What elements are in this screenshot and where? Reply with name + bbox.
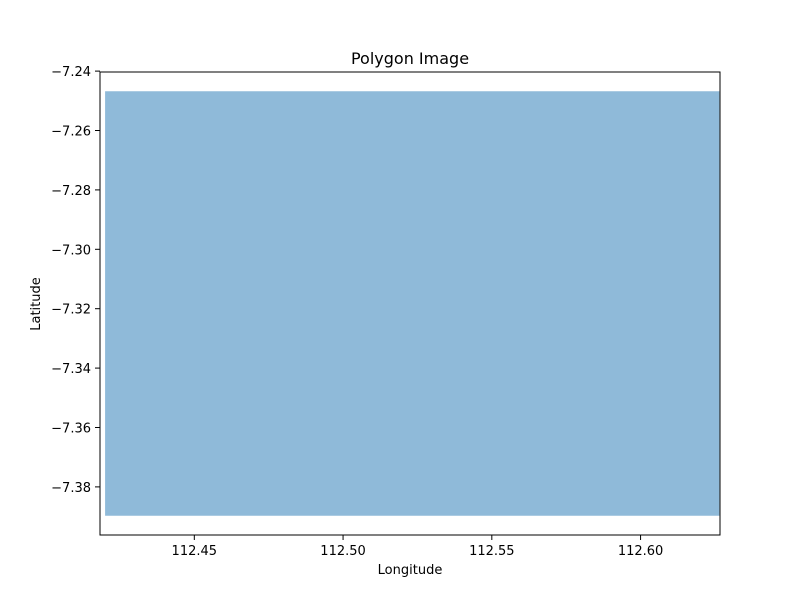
y-tick-label: −7.24	[51, 65, 91, 80]
x-tick-label: 112.50	[320, 544, 366, 559]
y-axis: −7.24 −7.26 −7.28 −7.30 −7.32 −7.34 −7.36 −7.38	[51, 65, 100, 496]
y-tick-label: −7.30	[51, 243, 91, 258]
y-tick-label: −7.36	[51, 421, 91, 436]
polygon-area-1	[105, 91, 720, 516]
plot-area	[99, 71, 721, 536]
x-tick-label: 112.60	[618, 544, 664, 559]
y-tick-label: −7.32	[51, 303, 91, 318]
y-tick-label: −7.34	[51, 362, 91, 377]
x-axis-title: Longitude	[378, 563, 443, 578]
y-axis-title: Latitude	[29, 277, 44, 331]
x-tick-label: 112.45	[172, 544, 218, 559]
polygon-layer	[105, 91, 720, 516]
y-tick-label: −7.26	[51, 125, 91, 140]
chart-title: Polygon Image	[351, 49, 469, 68]
y-tick-label: −7.28	[51, 184, 91, 199]
y-tick-label: −7.38	[51, 481, 91, 496]
x-tick-label: 112.55	[469, 544, 515, 559]
x-axis: 112.45 112.50 112.55 112.60	[172, 535, 664, 559]
axes-frame	[99, 71, 721, 536]
